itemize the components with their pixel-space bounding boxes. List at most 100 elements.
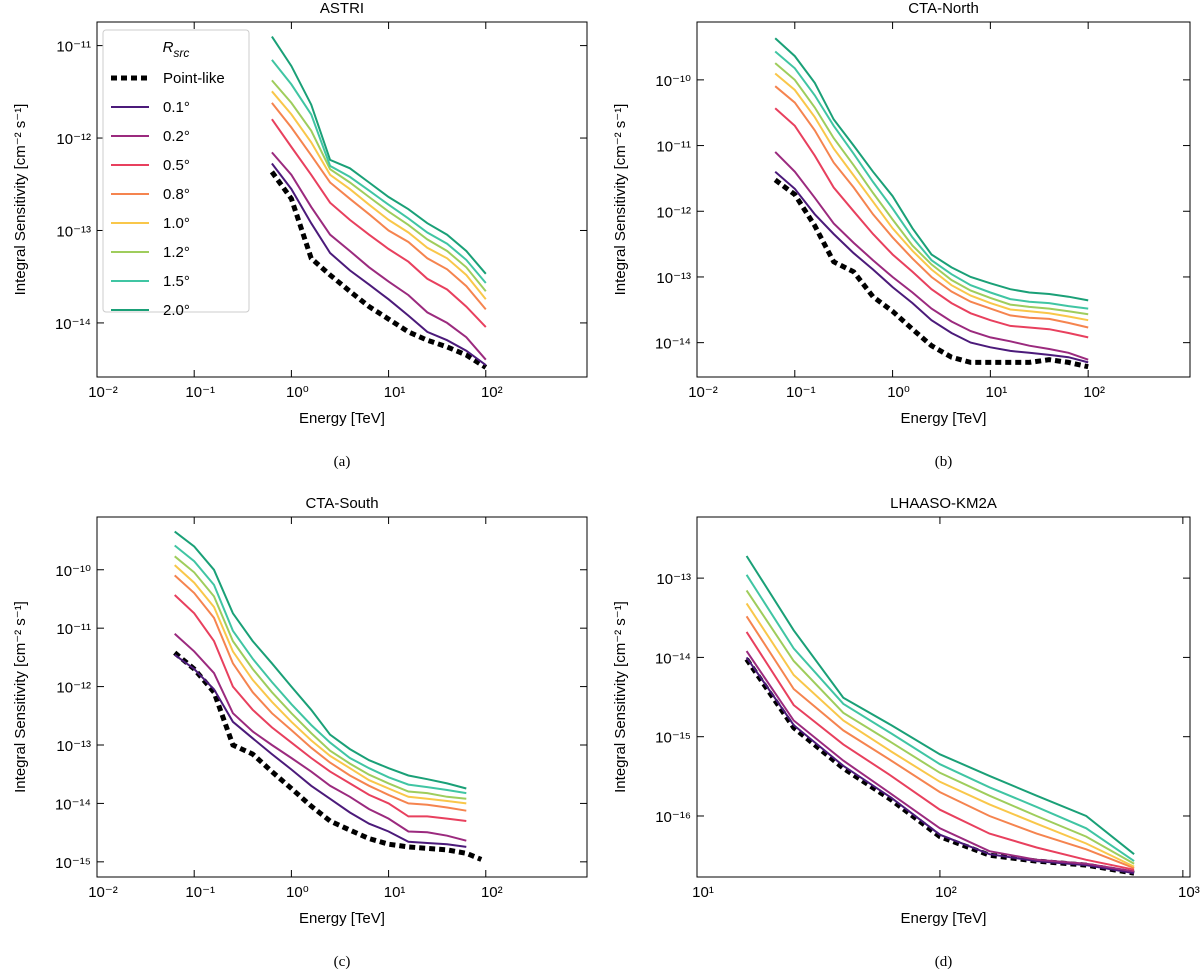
- series-line: [774, 72, 1089, 322]
- y-tick-label: 10⁻¹³: [56, 223, 91, 240]
- chart-panel: CTA-South Energy [TeV] Integral Sensitivit…: [12, 495, 588, 970]
- series-line: [174, 530, 467, 790]
- series-line: [269, 170, 488, 370]
- x-tick-label: 10¹: [692, 884, 714, 901]
- x-tick-label: 10²: [935, 884, 957, 901]
- x-axis-label: Energy [TeV]: [901, 910, 987, 927]
- chart-title: ASTRI: [320, 0, 364, 17]
- series-line: [271, 79, 487, 292]
- series-line: [271, 36, 487, 275]
- legend-title: Rsrc: [163, 39, 190, 60]
- x-tick-label: 10¹: [384, 384, 406, 401]
- y-tick-label: 10⁻¹¹: [56, 621, 91, 638]
- legend-label: 2.0°: [163, 302, 190, 319]
- y-tick-label: 10⁻¹⁴: [55, 316, 91, 333]
- series-line: [174, 555, 467, 800]
- legend-label: 1.2°: [163, 244, 190, 261]
- y-tick-label: 10⁻¹⁵: [655, 730, 691, 747]
- legend-label: 0.2°: [163, 128, 190, 145]
- caption: (d): [935, 954, 953, 970]
- series-group: [173, 530, 483, 862]
- y-tick-label: 10⁻¹³: [656, 571, 691, 588]
- legend-label: 0.8°: [163, 186, 190, 203]
- y-tick-label: 10⁻¹¹: [656, 139, 691, 156]
- x-tick-label: 10⁻¹: [185, 884, 215, 901]
- y-axis-label: Integral Sensitivity [cm⁻² s⁻¹]: [612, 601, 629, 793]
- legend-label: Point-like: [163, 70, 225, 87]
- y-tick-label: 10⁻¹⁰: [655, 73, 691, 90]
- series-line: [745, 631, 1135, 871]
- series-line: [174, 564, 467, 805]
- caption: (a): [334, 454, 351, 470]
- series-line: [745, 602, 1135, 868]
- x-tick-label: 10⁰: [887, 384, 910, 401]
- x-tick-label: 10³: [1178, 884, 1200, 901]
- y-tick-label: 10⁻¹⁴: [55, 796, 91, 813]
- plot-frame: [96, 516, 588, 878]
- chart-title: CTA-North: [908, 0, 979, 17]
- series-line: [745, 650, 1135, 873]
- x-tick-label: 10¹: [986, 384, 1008, 401]
- series-line: [745, 555, 1135, 855]
- x-tick-label: 10⁰: [286, 884, 309, 901]
- series-line: [774, 62, 1089, 316]
- series-group: [773, 37, 1089, 370]
- y-tick-label: 10⁻¹³: [656, 270, 691, 287]
- x-tick-label: 10²: [481, 384, 503, 401]
- x-axis-label: Energy [TeV]: [901, 410, 987, 427]
- series-line: [773, 177, 1089, 370]
- legend-label: 0.1°: [163, 99, 190, 116]
- caption: (b): [935, 454, 953, 470]
- series-line: [271, 90, 487, 300]
- series-line: [774, 151, 1089, 361]
- series-line: [745, 589, 1135, 865]
- chart-panel: ASTRI Energy [TeV] Integral Sensitivity [c…: [12, 0, 588, 470]
- series-line: [745, 656, 1135, 875]
- x-axis-label: Energy [TeV]: [299, 410, 385, 427]
- y-axis-label: Integral Sensitivity [cm⁻² s⁻¹]: [612, 104, 629, 296]
- x-tick-label: 10⁰: [286, 384, 309, 401]
- y-axis-label: Integral Sensitivity [cm⁻² s⁻¹]: [12, 601, 29, 793]
- chart-panel: CTA-North Energy [TeV] Integral Sensitivit…: [612, 0, 1191, 470]
- series-line: [271, 151, 487, 361]
- legend-label: 0.5°: [163, 157, 190, 174]
- legend-title-subscript: src: [173, 46, 189, 60]
- y-tick-label: 10⁻¹²: [656, 204, 691, 221]
- y-axis-label: Integral Sensitivity [cm⁻² s⁻¹]: [12, 104, 29, 296]
- x-tick-label: 10⁻²: [688, 384, 718, 401]
- x-axis-label: Energy [TeV]: [299, 910, 385, 927]
- x-tick-label: 10⁻²: [88, 384, 118, 401]
- series-line: [774, 85, 1089, 329]
- x-tick-label: 10¹: [384, 884, 406, 901]
- y-tick-label: 10⁻¹²: [56, 680, 91, 697]
- x-tick-label: 10²: [1083, 384, 1105, 401]
- x-tick-label: 10⁻¹: [786, 384, 816, 401]
- series-line: [271, 102, 487, 311]
- series-line: [774, 50, 1089, 310]
- series-line: [774, 37, 1089, 302]
- plot-frame: [696, 516, 1191, 878]
- series-group: [269, 36, 488, 370]
- series-line: [774, 170, 1089, 364]
- y-tick-label: 10⁻¹⁶: [655, 809, 691, 826]
- series-line: [173, 650, 483, 862]
- y-tick-label: 10⁻¹⁴: [655, 336, 691, 353]
- chart-panel: LHAASO-KM2A Energy [TeV] Integral Sensitiv…: [612, 495, 1200, 970]
- legend-label: 1.0°: [163, 215, 190, 232]
- y-tick-label: 10⁻¹⁰: [55, 563, 91, 580]
- series-line: [271, 162, 487, 366]
- series-line: [271, 59, 487, 284]
- chart-title: CTA-South: [305, 495, 378, 512]
- legend-title-symbol: R: [163, 39, 174, 56]
- y-tick-label: 10⁻¹⁴: [655, 650, 691, 667]
- series-line: [174, 653, 467, 848]
- y-tick-label: 10⁻¹⁵: [55, 855, 91, 872]
- series-line: [744, 657, 1135, 876]
- series-group: [744, 555, 1135, 876]
- x-tick-label: 10⁻¹: [185, 384, 215, 401]
- caption: (c): [334, 954, 351, 970]
- y-tick-label: 10⁻¹²: [56, 131, 91, 148]
- y-tick-label: 10⁻¹³: [56, 738, 91, 755]
- series-line: [271, 118, 487, 328]
- legend-label: 1.5°: [163, 273, 190, 290]
